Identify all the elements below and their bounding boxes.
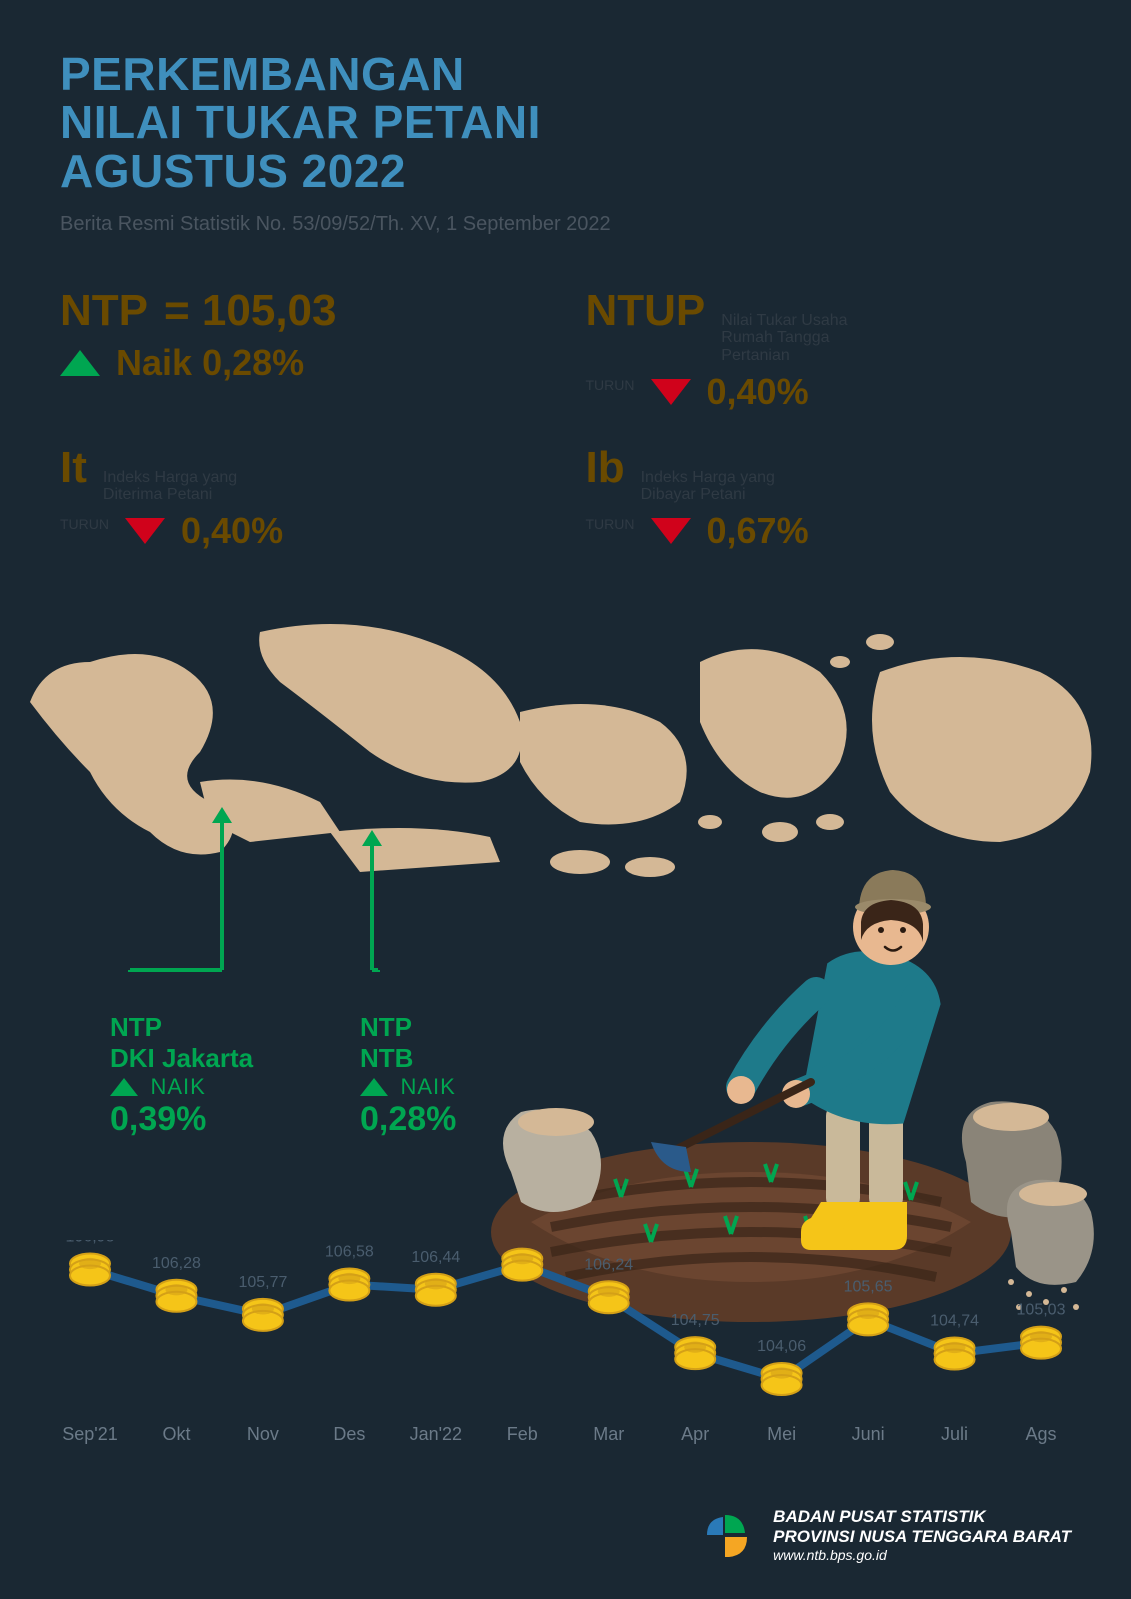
svg-text:Juni: Juni bbox=[852, 1424, 885, 1444]
title-line: AGUSTUS 2022 bbox=[60, 147, 1071, 195]
stat-code: It bbox=[60, 443, 87, 493]
stat-description: Nilai Tukar Usaha Rumah Tangga Pertanian bbox=[721, 312, 901, 365]
svg-text:105,65: 105,65 bbox=[844, 1278, 893, 1295]
stat-ntp: NTP = 105,03 Naik 0,28% bbox=[60, 286, 546, 413]
svg-text:Sep'21: Sep'21 bbox=[62, 1424, 118, 1444]
triangle-down-icon bbox=[125, 518, 165, 544]
svg-text:Jan'22: Jan'22 bbox=[410, 1424, 462, 1444]
title-line: PERKEMBANGAN bbox=[60, 50, 1071, 98]
stat-change: 0,67% bbox=[707, 510, 809, 552]
svg-text:106,24: 106,24 bbox=[584, 1256, 633, 1273]
svg-text:Apr: Apr bbox=[681, 1424, 709, 1444]
stat-code: NTUP bbox=[586, 286, 706, 336]
ntp-trend-chart: 106,98 106,28 105,77 106,58 106,44 107,11 106,… bbox=[0, 1240, 1131, 1460]
svg-text:104,74: 104,74 bbox=[930, 1313, 979, 1330]
svg-text:Feb: Feb bbox=[507, 1424, 538, 1444]
dir-label: TURUN bbox=[586, 377, 635, 393]
triangle-up-icon bbox=[60, 350, 100, 376]
footer-text: BADAN PUSAT STATISTIK PROVINSI NUSA TENG… bbox=[773, 1507, 1071, 1562]
callout-region: DKI Jakarta bbox=[110, 1043, 253, 1074]
dir-label: TURUN bbox=[60, 516, 109, 532]
header: PERKEMBANGAN NILAI TUKAR PETANI AGUSTUS … bbox=[0, 0, 1131, 246]
triangle-up-icon bbox=[110, 1078, 138, 1096]
footer-org: BADAN PUSAT STATISTIK bbox=[773, 1507, 1071, 1527]
svg-text:106,58: 106,58 bbox=[325, 1244, 374, 1261]
dir-label: TURUN bbox=[586, 516, 635, 532]
stat-description: Indeks Harga yang Dibayar Petani bbox=[641, 469, 821, 504]
stat-it: It Indeks Harga yang Diterima Petani TUR… bbox=[60, 443, 546, 552]
stat-value: = 105,03 bbox=[164, 286, 337, 336]
stat-code: Ib bbox=[586, 443, 625, 493]
callout-percent: 0,28% bbox=[360, 1100, 456, 1139]
title-line: NILAI TUKAR PETANI bbox=[60, 98, 1071, 146]
callout-jakarta: NTP DKI Jakarta NAIK 0,39% bbox=[110, 1012, 253, 1139]
svg-text:Mar: Mar bbox=[593, 1424, 624, 1444]
svg-text:Ags: Ags bbox=[1025, 1424, 1056, 1444]
svg-text:Juli: Juli bbox=[941, 1424, 968, 1444]
bps-logo-icon bbox=[701, 1507, 757, 1563]
stat-ib: Ib Indeks Harga yang Dibayar Petani TURU… bbox=[586, 443, 1072, 552]
svg-text:105,77: 105,77 bbox=[238, 1274, 287, 1291]
stat-change: 0,40% bbox=[181, 510, 283, 552]
triangle-down-icon bbox=[651, 518, 691, 544]
stat-change: 0,40% bbox=[707, 371, 809, 413]
callout-direction: NAIK bbox=[150, 1074, 205, 1100]
stats-grid: NTP = 105,03 Naik 0,28% NTUP Nilai Tukar… bbox=[0, 246, 1131, 572]
svg-text:107,11: 107,11 bbox=[498, 1240, 546, 1241]
svg-text:Des: Des bbox=[333, 1424, 365, 1444]
triangle-up-icon bbox=[360, 1078, 388, 1096]
callout-ntb: NTP NTB NAIK 0,28% bbox=[360, 1012, 456, 1139]
stat-change: Naik 0,28% bbox=[116, 342, 304, 384]
callout-label: NTP bbox=[110, 1012, 253, 1043]
triangle-down-icon bbox=[651, 379, 691, 405]
callout-direction: NAIK bbox=[400, 1074, 455, 1100]
footer-province: PROVINSI NUSA TENGGARA BARAT bbox=[773, 1527, 1071, 1547]
callout-percent: 0,39% bbox=[110, 1100, 253, 1139]
svg-text:104,06: 104,06 bbox=[757, 1338, 806, 1355]
callout-region: NTB bbox=[360, 1043, 456, 1074]
stat-description: Indeks Harga yang Diterima Petani bbox=[103, 469, 283, 504]
svg-text:106,44: 106,44 bbox=[411, 1249, 460, 1266]
svg-text:104,75: 104,75 bbox=[671, 1312, 720, 1329]
report-subtitle: Berita Resmi Statistik No. 53/09/52/Th. … bbox=[60, 213, 1071, 236]
callout-label: NTP bbox=[360, 1012, 456, 1043]
footer-url: www.ntb.bps.go.id bbox=[773, 1547, 1071, 1563]
svg-text:106,28: 106,28 bbox=[152, 1255, 201, 1272]
map-section: NTP DKI Jakarta NAIK 0,39% NTP NTB NAIK … bbox=[0, 572, 1131, 1312]
svg-text:105,03: 105,03 bbox=[1017, 1302, 1066, 1319]
page-title: PERKEMBANGAN NILAI TUKAR PETANI AGUSTUS … bbox=[60, 50, 1071, 195]
stat-ntup: NTUP Nilai Tukar Usaha Rumah Tangga Pert… bbox=[586, 286, 1072, 413]
stat-code: NTP bbox=[60, 286, 148, 336]
svg-text:106,98: 106,98 bbox=[66, 1240, 115, 1246]
svg-text:Okt: Okt bbox=[162, 1424, 190, 1444]
svg-text:Nov: Nov bbox=[247, 1424, 279, 1444]
svg-text:Mei: Mei bbox=[767, 1424, 796, 1444]
footer: BADAN PUSAT STATISTIK PROVINSI NUSA TENG… bbox=[701, 1507, 1071, 1563]
